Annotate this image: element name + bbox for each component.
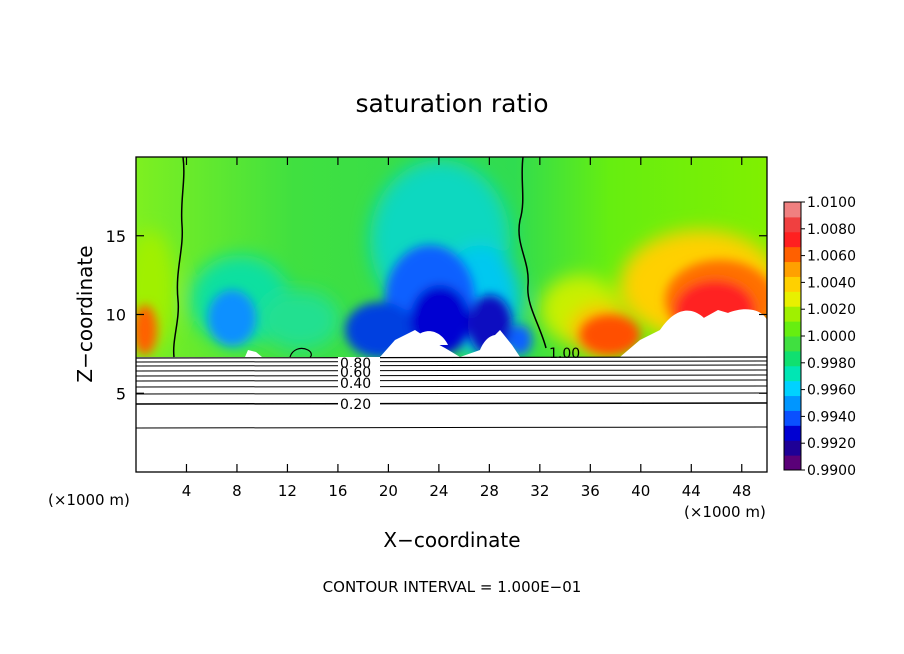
colorbar-swatch [784,276,801,292]
x-tick-label: 16 [328,482,347,500]
heatmap-field [136,157,767,472]
contour-interval-footer: CONTOUR INTERVAL = 1.000E−01 [323,578,582,596]
y-tick-label: 5 [116,384,126,403]
x-unit-left: (×1000 m) [48,491,130,509]
colorbar-label: 0.9940 [807,409,856,425]
colorbar-label: 1.0020 [807,302,856,318]
colorbar-label: 1.0040 [807,275,856,291]
contour-label-020: 0.20 [340,397,371,413]
colorbar-label: 0.9920 [807,436,856,452]
x-tick-label: 36 [581,482,600,500]
x-unit-right: (×1000 m) [684,503,766,521]
colorbar-swatch [784,291,801,307]
colorbar-swatch [784,202,801,218]
colorbar-swatch [784,321,801,337]
contour-labels: 0.80 0.60 0.40 0.20 1.00 [338,346,580,413]
colorbar-label: 1.0100 [807,195,856,211]
colorbar: 0.9900 0.9920 0.9940 0.9960 0.9980 1.0000 1.00… [783,195,856,479]
y-axis-label: Z−coordinate [73,245,97,382]
contour-label-040: 0.40 [340,376,371,392]
colorbar-swatch [784,440,801,456]
x-tick-label: 44 [682,482,701,500]
y-tick-label: 15 [106,227,126,246]
x-tick-label: 32 [530,482,549,500]
colorbar-label: 1.0060 [807,249,856,265]
x-tick-label: 20 [379,482,398,500]
colorbar-swatch [784,380,801,397]
colorbar-swatch [784,410,801,426]
x-axis: 4 8 12 16 20 24 28 32 36 40 44 48 [182,157,751,500]
colorbar-swatch [784,231,801,248]
colorbar-label: 1.0080 [807,222,856,238]
x-tick-label: 12 [278,482,297,500]
colorbar-swatch [784,216,801,233]
colorbar-swatch [784,261,801,277]
x-tick-label: 40 [631,482,650,500]
colorbar-swatch [784,350,801,367]
x-tick-label: 28 [480,482,499,500]
x-axis-label: X−coordinate [383,528,520,552]
colorbar-label: 0.9900 [807,463,856,479]
y-tick-label: 10 [106,306,126,325]
colorbar-label: 0.9980 [807,356,856,372]
contour-label-100: 1.00 [549,346,580,362]
chart-title: saturation ratio [355,89,548,118]
colorbar-swatch [784,365,801,382]
colorbar-swatch [784,246,801,263]
colorbar-label: 0.9960 [807,383,856,399]
colorbar-swatch [784,425,801,441]
colorbar-swatch [784,336,801,352]
x-tick-label: 4 [182,482,192,500]
colorbar-swatch [784,455,801,471]
x-tick-label: 8 [232,482,242,500]
x-tick-label: 48 [732,482,751,500]
colorbar-label: 1.0000 [807,329,856,345]
colorbar-swatch [784,395,801,411]
colorbar-swatch [784,306,801,322]
y-axis: 5 10 15 [106,227,767,403]
x-tick-label: 24 [429,482,448,500]
